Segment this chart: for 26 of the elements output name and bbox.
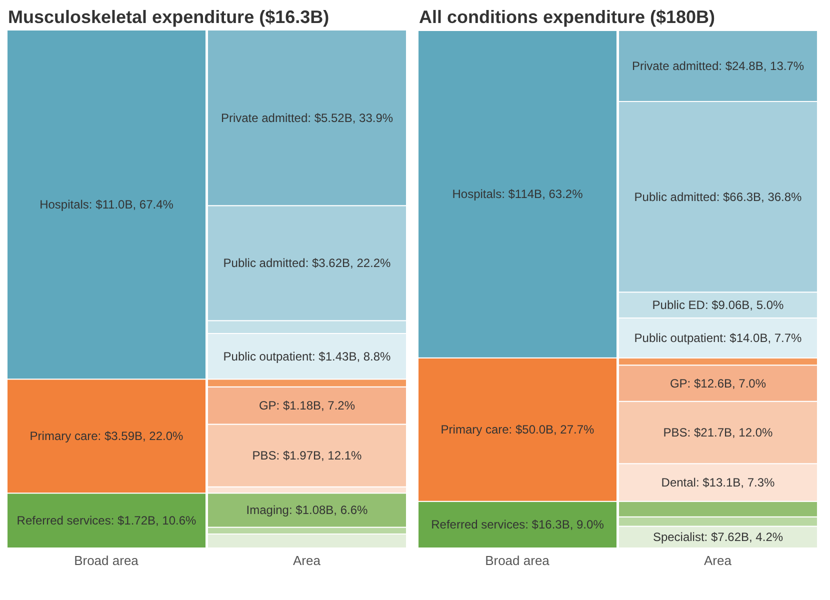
chart-title: Musculoskeletal expenditure ($16.3B) (7, 6, 330, 29)
data-label: PBS: $21.7B, 12.0% (663, 425, 774, 440)
data-label: PBS: $1.97B, 12.1% (252, 448, 362, 463)
data-label: Imaging: $1.08B, 6.6% (246, 503, 368, 518)
data-label: Public outpatient: $14.0B, 7.7% (634, 330, 802, 345)
data-label: Primary care: $50.0B, 27.7% (440, 422, 595, 437)
data-label: Public outpatient: $1.43B, 8.8% (223, 349, 392, 364)
data-label: Primary care: $3.59B, 22.0% (30, 429, 184, 444)
data-label: Specialist: $7.62B, 4.2% (652, 530, 784, 544)
x-tick-label: Area (293, 553, 322, 568)
x-tick-label: Broad area (485, 553, 550, 568)
chart-title: All conditions expenditure ($180B) (418, 6, 716, 29)
data-label: Public admitted: $3.62B, 22.2% (223, 256, 392, 270)
data-label: Private admitted: $24.8B, 13.7% (632, 59, 804, 73)
data-label: Referred services: $16.3B, 9.0% (431, 518, 604, 532)
data-label: Private admitted: $5.52B, 33.9% (220, 110, 394, 125)
data-label: GP: $1.18B, 7.2% (258, 398, 356, 413)
x-tick-label: Area (704, 553, 732, 568)
data-label: Hospitals: $114B, 63.2% (452, 187, 584, 202)
data-label: Public ED: $9.06B, 5.0% (652, 298, 784, 312)
data-label: Referred services: $1.72B, 10.6% (16, 514, 197, 528)
data-label: Dental: $13.1B, 7.3% (661, 475, 776, 490)
x-tick-label: Broad area (74, 553, 140, 568)
data-label: Public admitted: $66.3B, 36.8% (634, 190, 802, 204)
data-label: GP: $12.6B, 7.0% (670, 376, 766, 390)
data-label: Hospitals: $11.0B, 67.4% (40, 198, 174, 212)
